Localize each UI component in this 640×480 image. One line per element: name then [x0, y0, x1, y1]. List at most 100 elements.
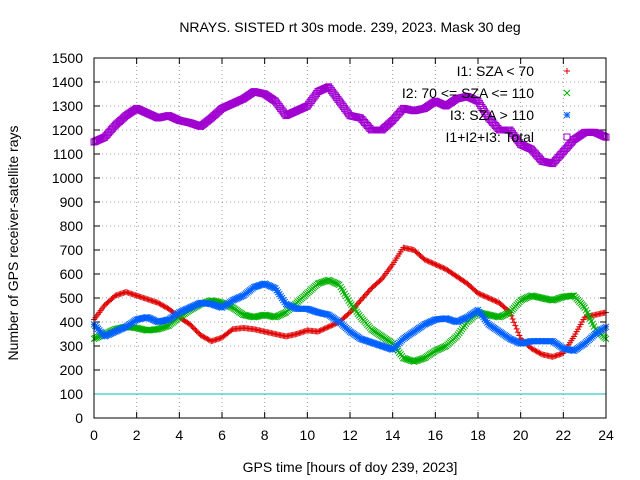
- data-point: [250, 313, 258, 321]
- data-point: [315, 328, 321, 335]
- data-point: [433, 262, 440, 268]
- data-point: [195, 329, 201, 336]
- y-tick-label: 900: [60, 194, 84, 210]
- data-point: [188, 322, 195, 329]
- data-point: [494, 313, 502, 321]
- data-point: [316, 328, 323, 334]
- data-point: [539, 294, 547, 302]
- data-point: [424, 257, 431, 264]
- data-point: [490, 312, 498, 320]
- data-point: [483, 311, 491, 318]
- data-point: [558, 293, 566, 301]
- data-point: [327, 323, 333, 330]
- data-point: [545, 296, 553, 303]
- data-point: [329, 322, 336, 328]
- data-point: [328, 322, 335, 329]
- x-tick-label: 18: [470, 427, 486, 443]
- data-point: [509, 316, 516, 322]
- data-point: [488, 296, 495, 303]
- data-point: [377, 277, 384, 283]
- data-point: [537, 350, 544, 357]
- data-point: [486, 311, 494, 319]
- y-axis-title: Number of GPS receiver-satellite rays: [5, 126, 21, 361]
- y-tick-label: 1300: [52, 98, 83, 114]
- data-point: [151, 326, 159, 333]
- legend: I1: SZA < 70 I2: 70 <= SZA <= 110 I3: SZA …: [402, 63, 571, 145]
- data-point: [270, 313, 278, 321]
- x-tick-label: 2: [133, 427, 141, 443]
- data-point: [484, 294, 491, 301]
- y-tick-label: 1000: [52, 170, 83, 186]
- data-point: [489, 296, 496, 303]
- legend-label: I3: SZA > 110: [450, 107, 534, 123]
- data-point: [489, 312, 497, 320]
- data-point: [243, 312, 251, 320]
- legend-marker: [563, 111, 571, 119]
- y-tick-label: 1500: [52, 50, 83, 66]
- y-tick-label: 0: [75, 410, 83, 426]
- data-point: [193, 328, 200, 335]
- series-4: [90, 83, 610, 168]
- data-point: [513, 325, 520, 332]
- chart-title: NRAYS. SISTED rt 30s mode. 239, 2023. Ma…: [179, 19, 520, 35]
- data-point: [538, 294, 546, 302]
- data-point: [239, 311, 247, 319]
- data-point: [261, 311, 269, 319]
- y-tick-label: 300: [60, 338, 84, 354]
- data-point: [541, 295, 549, 302]
- data-point: [187, 321, 193, 328]
- data-point: [436, 263, 443, 270]
- data-point: [245, 312, 253, 320]
- data-point: [512, 322, 519, 329]
- data-point: [427, 259, 433, 265]
- y-tick-label: 500: [60, 290, 84, 306]
- data-point: [431, 260, 437, 267]
- data-point: [320, 326, 327, 333]
- y-tick-label: 1200: [52, 122, 83, 138]
- data-point: [323, 325, 329, 331]
- data-point: [257, 312, 265, 320]
- data-point: [437, 263, 444, 270]
- data-point: [432, 261, 439, 268]
- data-point: [134, 324, 142, 332]
- data-point: [531, 293, 539, 300]
- data-point: [491, 312, 499, 320]
- x-tick-label: 22: [556, 427, 572, 443]
- data-point: [535, 294, 543, 301]
- data-point: [511, 319, 517, 326]
- x-tick-label: 10: [300, 427, 316, 443]
- data-point: [135, 325, 143, 332]
- data-point: [425, 258, 432, 265]
- plot-frame: [93, 57, 607, 419]
- x-tick-label: 8: [261, 427, 269, 443]
- data-point: [192, 326, 199, 333]
- y-tick-label: 700: [60, 242, 84, 258]
- data-point: [480, 292, 487, 299]
- data-point: [246, 312, 254, 320]
- y-tick-label: 600: [60, 266, 84, 282]
- data-point: [493, 298, 500, 305]
- x-tick-label: 16: [428, 427, 444, 443]
- x-tick-label: 24: [598, 427, 614, 443]
- data-point: [439, 264, 445, 271]
- data-points: [90, 83, 610, 365]
- data-point: [253, 313, 261, 320]
- data-point: [487, 312, 495, 319]
- data-point: [254, 312, 262, 320]
- tick-labels: 0 2 4 6 8 10 12 14 16 18 20 22 240100200300400500600…: [52, 50, 614, 443]
- data-point: [251, 313, 259, 321]
- x-axis-title: GPS time [hours of doy 239, 2023]: [243, 459, 458, 475]
- data-point: [440, 265, 447, 271]
- x-tick-label: 20: [513, 427, 529, 443]
- y-tick-label: 200: [60, 362, 84, 378]
- data-point: [228, 327, 235, 334]
- y-tick-label: 400: [60, 314, 84, 330]
- data-point: [429, 260, 436, 267]
- data-point: [263, 312, 271, 319]
- data-point: [487, 295, 493, 302]
- legend-label: I2: 70 <= SZA <= 110: [402, 85, 534, 101]
- data-point: [476, 290, 483, 297]
- data-point: [421, 256, 428, 263]
- data-point: [479, 292, 485, 298]
